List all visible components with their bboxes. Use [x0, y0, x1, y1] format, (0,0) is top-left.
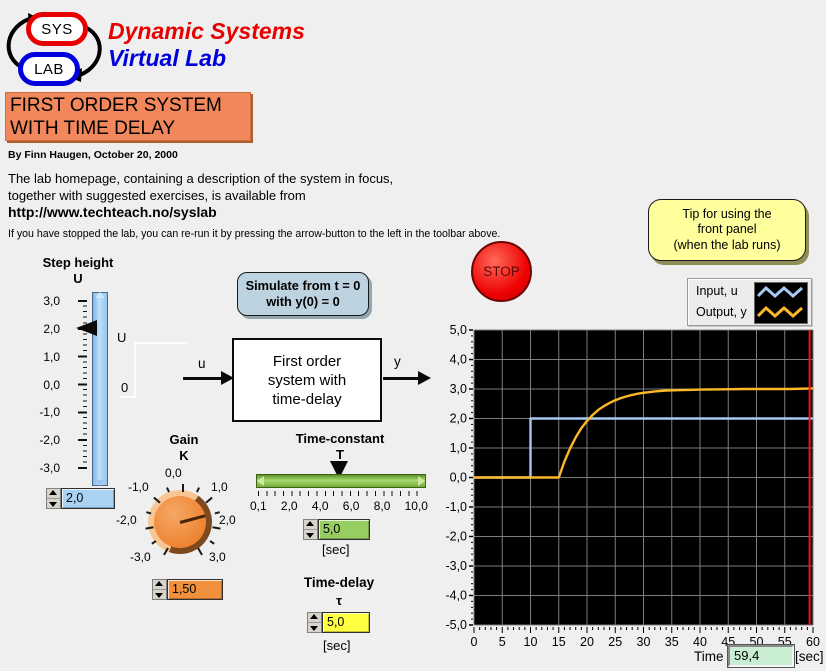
- output-arrow-line: [383, 377, 421, 380]
- xy-graph: 5,0 4,0 3,0 2,0 1,0 0,0 -1,0 -2,0 -3,0 -4,0 -5,0 0 5…: [445, 323, 820, 649]
- input-arrowhead-icon: [221, 371, 234, 385]
- step-height-slider-thumb[interactable]: [76, 320, 97, 336]
- y-tick-label: -2,0: [445, 530, 467, 544]
- y-tick-label: 0,0: [450, 471, 467, 485]
- time-readout-value: 59,4: [727, 644, 795, 668]
- y-tick-label: 2,0: [450, 412, 467, 426]
- step-height-slider-track[interactable]: [92, 292, 108, 486]
- series-line-1: [474, 387, 814, 479]
- syslab-logo: SYS LAB: [2, 4, 108, 88]
- time-delay-label: Time-delay τ: [303, 575, 375, 608]
- y-tick-label: -3,0: [445, 559, 467, 573]
- time-delay-spinner[interactable]: [307, 612, 322, 633]
- gain-knob-tick: [212, 526, 221, 530]
- gain-knob-tick: [205, 496, 213, 504]
- gain-knob-tick: [209, 540, 215, 545]
- logo-sys-badge: SYS: [26, 12, 88, 46]
- logo-sys-text: SYS: [41, 20, 73, 38]
- x-tick-label: 25: [608, 635, 622, 649]
- tip-button[interactable]: Tip for using the front panel (when the …: [648, 199, 806, 261]
- intro-text: The lab homepage, containing a descripti…: [8, 171, 393, 222]
- simulate-button[interactable]: Simulate from t = 0 with y(0) = 0: [237, 272, 369, 316]
- legend-input-line-icon: [756, 285, 803, 299]
- step-height-minor-ticks: [83, 300, 87, 470]
- time-constant-numeric[interactable]: 5,0: [303, 519, 370, 540]
- gain-label: Gain K: [169, 432, 199, 463]
- time-readout-label: Time: [694, 649, 724, 664]
- time-constant-ticks: [258, 491, 424, 496]
- rerun-note: If you have stopped the lab, you can re-…: [8, 228, 501, 240]
- homepage-url: http://www.techteach.no/syslab: [8, 204, 217, 220]
- page-title: FIRST ORDER SYSTEM WITH TIME DELAY: [5, 92, 251, 141]
- time-constant-unit: [sec]: [322, 542, 350, 557]
- step-height-label: Step height U: [42, 255, 114, 286]
- step-height-value[interactable]: 2,0: [61, 488, 115, 509]
- time-delay-value[interactable]: 5,0: [322, 612, 370, 633]
- step-signal-low-label: 0: [121, 380, 129, 395]
- legend-output-label: Output, y: [696, 305, 747, 319]
- page-title-line1: FIRST ORDER SYSTEM: [10, 95, 222, 116]
- intro-line1: The lab homepage, containing a descripti…: [8, 171, 394, 186]
- step-signal-high-label: U: [117, 330, 127, 345]
- y-tick-label: -5,0: [445, 618, 467, 632]
- step-height-scale: 3,0 2,0 1,0 0,0 -1,0 -2,0 -3,0: [39, 294, 60, 475]
- gain-knob-tick: [146, 511, 152, 515]
- time-delay-numeric[interactable]: 5,0: [307, 612, 370, 633]
- x-tick-label: 0: [471, 635, 478, 649]
- brand-title: Dynamic Systems: [108, 18, 305, 44]
- step-signal-icon: [120, 342, 187, 398]
- logo-lab-text: LAB: [34, 60, 64, 78]
- y-tick-label: 1,0: [450, 441, 467, 455]
- step-height-numeric[interactable]: 2,0: [46, 488, 115, 509]
- time-constant-spinner[interactable]: [303, 519, 318, 540]
- y-tick-label: -4,0: [445, 589, 467, 603]
- gain-knob-tick: [182, 484, 184, 492]
- x-tick-label: 20: [580, 635, 594, 649]
- y-tick-label: 5,0: [450, 323, 467, 337]
- time-constant-slider-track[interactable]: [256, 474, 426, 488]
- gain-value[interactable]: 1,50: [167, 579, 223, 600]
- y-tick-label: -1,0: [445, 500, 467, 514]
- y-tick-label: 3,0: [450, 382, 467, 396]
- page-title-line2: WITH TIME DELAY: [10, 118, 176, 139]
- gain-knob-tick: [196, 487, 200, 493]
- input-signal-label: u: [198, 356, 206, 371]
- y-tick-label: 4,0: [450, 353, 467, 367]
- intro-line2: together with suggested exercises, is av…: [8, 187, 306, 203]
- plot-legend: Input, u Output, y: [687, 278, 812, 326]
- brand-subtitle: Virtual Lab: [108, 45, 226, 71]
- time-constant-value[interactable]: 5,0: [318, 519, 370, 540]
- logo-lab-badge: LAB: [18, 52, 80, 86]
- input-arrow-line: [183, 377, 225, 380]
- time-constant-label: Time-constant T: [295, 431, 385, 462]
- gain-numeric[interactable]: 1,50: [152, 579, 223, 600]
- time-delay-unit: [sec]: [323, 638, 351, 653]
- gain-knob[interactable]: 0,0 -1,0 1,0 -2,0 2,0 -3,0 3,0: [116, 466, 236, 564]
- legend-output-line-icon: [756, 305, 803, 319]
- x-tick-label: 30: [637, 635, 651, 649]
- x-tick-label: 10: [524, 635, 538, 649]
- byline: By Finn Haugen, October 20, 2000: [8, 149, 178, 161]
- x-tick-label: 15: [552, 635, 566, 649]
- step-height-spinner[interactable]: [46, 488, 61, 509]
- stop-button[interactable]: STOP: [471, 241, 532, 302]
- system-block: First order system with time-delay: [232, 338, 382, 422]
- time-constant-scale: 0,1 2,0 4,0 6,0 8,0 10,0: [250, 499, 428, 513]
- time-readout-unit: [sec]: [795, 649, 824, 664]
- gain-spinner[interactable]: [152, 579, 167, 600]
- output-signal-label: y: [394, 354, 401, 369]
- x-tick-label: 35: [665, 635, 679, 649]
- legend-input-label: Input, u: [696, 284, 738, 298]
- x-tick-label: 60: [806, 635, 820, 649]
- gain-knob-tick: [197, 547, 203, 556]
- legend-line-samples: [754, 282, 808, 324]
- output-arrowhead-icon: [418, 371, 431, 385]
- x-tick-label: 40: [693, 635, 707, 649]
- step-height-major-ticks: [78, 300, 87, 470]
- x-tick-label: 5: [499, 635, 506, 649]
